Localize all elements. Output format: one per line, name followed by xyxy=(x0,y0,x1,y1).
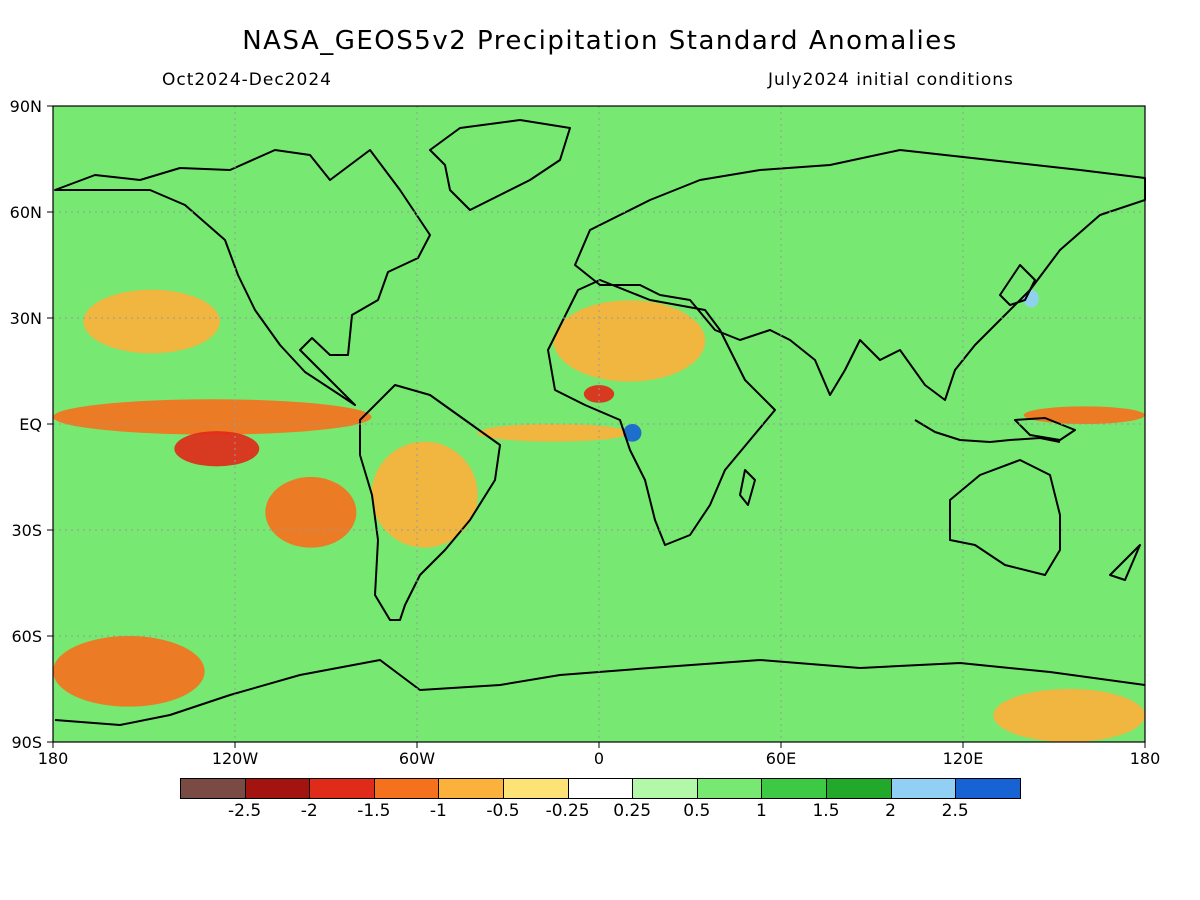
greenland-coastline xyxy=(429,119,571,211)
anomaly-region xyxy=(83,289,220,354)
north-america-coastline xyxy=(54,149,431,406)
colorbar-swatch xyxy=(180,778,246,799)
anomaly-region xyxy=(623,424,642,442)
colorbar-swatch xyxy=(244,778,311,799)
colorbar-swatch xyxy=(567,778,634,799)
colorbar-swatch xyxy=(373,778,440,799)
coastlines xyxy=(54,119,1146,726)
australia-coastline xyxy=(949,459,1061,576)
lon-label-180e: 180 xyxy=(1129,749,1161,768)
lon-label-120e: 120E xyxy=(942,749,984,768)
lat-label-60n: 60N xyxy=(9,203,42,222)
anomaly-region xyxy=(1023,406,1145,424)
colorbar-label: 0.5 xyxy=(683,801,711,821)
lat-label-eq: EQ xyxy=(19,415,42,434)
anomaly-region xyxy=(477,424,630,442)
anomaly-region xyxy=(53,106,1145,142)
lon-label-60w: 60W xyxy=(398,749,436,768)
lon-label-0: 0 xyxy=(593,749,605,768)
colorbar-label: 1.5 xyxy=(812,801,840,821)
eurasia-coastline xyxy=(574,149,1146,401)
colorbar-swatch xyxy=(955,778,1021,799)
new-guinea-coastline xyxy=(1014,417,1076,441)
anomaly-region xyxy=(553,300,706,382)
maritime-continent-coastline xyxy=(914,419,1061,443)
anomaly-region xyxy=(174,431,260,467)
anomaly-region xyxy=(993,689,1145,742)
anomaly-region xyxy=(583,385,615,403)
colorbar-swatch xyxy=(503,778,569,799)
colorbar-swatch xyxy=(761,778,827,799)
colorbar-swatch xyxy=(890,778,957,799)
lat-label-90s: 90S xyxy=(11,733,42,752)
colorbar-swatch xyxy=(309,778,375,799)
lon-label-60e: 60E xyxy=(765,749,797,768)
colorbar-label: -1.5 xyxy=(357,801,391,821)
colorbar-label: -2 xyxy=(300,801,318,821)
new-zealand-coastline xyxy=(1109,544,1141,581)
madagascar-coastline xyxy=(739,469,756,506)
axis-ticks xyxy=(47,105,1146,748)
colorbar-label: 1 xyxy=(755,801,767,821)
japan-coastline xyxy=(999,264,1036,306)
south-america-coastline xyxy=(359,384,501,621)
colorbar-label: 2.5 xyxy=(941,801,969,821)
lon-label-120w: 120W xyxy=(211,749,259,768)
anomaly-region xyxy=(53,399,372,435)
antarctica-coastline xyxy=(54,659,1146,726)
graticule xyxy=(53,106,1145,742)
colorbar-label: -1 xyxy=(429,801,447,821)
lat-label-30s: 30S xyxy=(11,521,42,540)
lat-label-60s: 60S xyxy=(11,627,42,646)
colorbar-swatch xyxy=(632,778,698,799)
lat-label-30n: 30N xyxy=(9,309,42,328)
anomaly-region xyxy=(947,477,1070,559)
initial-conditions: July2024 initial conditions xyxy=(768,70,1014,90)
colorbar-label: -2.5 xyxy=(228,801,262,821)
anomaly-region xyxy=(52,636,205,707)
anomaly-region xyxy=(811,318,873,389)
anomaly-region xyxy=(371,441,478,548)
colorbar-label: 0.25 xyxy=(613,801,652,821)
lat-label-90n: 90N xyxy=(9,97,42,116)
colorbar-swatch xyxy=(826,778,892,799)
africa-coastline xyxy=(547,279,776,546)
colorbar-swatch xyxy=(696,778,763,799)
colorbar-label: -0.25 xyxy=(545,801,590,821)
lon-label-180w: 180 xyxy=(37,749,69,768)
forecast-period: Oct2024-Dec2024 xyxy=(162,70,332,90)
colorbar-label: -0.5 xyxy=(486,801,520,821)
colorbar-swatch xyxy=(438,778,504,799)
colorbar-label: 2 xyxy=(885,801,897,821)
map-title: NASA_GEOS5v2 Precipitation Standard Anom… xyxy=(242,26,958,56)
anomaly-region xyxy=(265,476,357,548)
